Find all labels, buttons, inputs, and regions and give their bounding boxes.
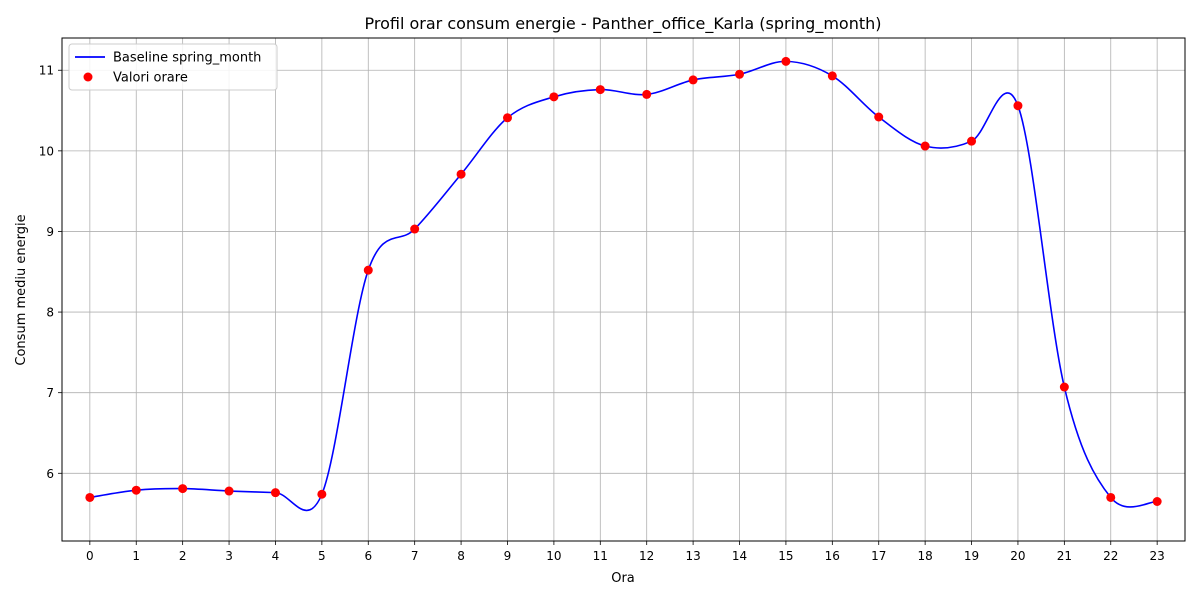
x-axis-label: Ora bbox=[611, 571, 635, 586]
x-tick-label: 1 bbox=[132, 549, 140, 563]
y-tick-label: 9 bbox=[46, 225, 54, 239]
y-tick-label: 6 bbox=[46, 467, 54, 481]
legend-label-hourly: Valori orare bbox=[113, 71, 188, 86]
x-tick-label: 10 bbox=[546, 549, 561, 563]
hourly-data-point bbox=[642, 89, 652, 99]
x-tick-label: 6 bbox=[364, 549, 372, 563]
y-tick-label: 8 bbox=[46, 306, 54, 320]
x-tick-label: 14 bbox=[732, 549, 747, 563]
hourly-data-point bbox=[688, 75, 698, 85]
hourly-data-point bbox=[920, 141, 930, 151]
hourly-data-point bbox=[1152, 497, 1162, 507]
hourly-data-point bbox=[317, 489, 327, 499]
x-tick-label: 7 bbox=[411, 549, 419, 563]
x-tick-label: 11 bbox=[593, 549, 608, 563]
x-tick-label: 17 bbox=[871, 549, 886, 563]
x-tick-label: 15 bbox=[778, 549, 793, 563]
hourly-data-point bbox=[131, 485, 141, 495]
hourly-data-point bbox=[363, 265, 373, 275]
x-tick-label: 16 bbox=[825, 549, 840, 563]
chart-title: Profil orar consum energie - Panther_off… bbox=[365, 14, 882, 34]
y-tick-label: 11 bbox=[39, 64, 54, 78]
tick-layer: 0 1 2 3 4 5 6 7 8 9 10 11 12 13 14 15 16 17 18 19 20 21 22 2367… bbox=[39, 64, 1165, 563]
x-tick-label: 12 bbox=[639, 549, 654, 563]
hourly-data-point bbox=[967, 136, 977, 146]
hourly-data-point bbox=[874, 112, 884, 122]
plot-frame bbox=[61, 37, 1186, 542]
hourly-data-point bbox=[85, 492, 95, 502]
hourly-data-point bbox=[456, 169, 466, 179]
x-tick-label: 4 bbox=[272, 549, 280, 563]
x-tick-label: 23 bbox=[1150, 549, 1165, 563]
hourly-data-point bbox=[224, 486, 234, 496]
x-tick-label: 22 bbox=[1103, 549, 1118, 563]
hourly-data-point bbox=[549, 92, 559, 102]
hourly-data-point bbox=[595, 85, 605, 95]
hourly-data-point bbox=[735, 69, 745, 79]
y-axis-label: Consum mediu energie bbox=[14, 214, 29, 365]
hourly-data-point bbox=[1059, 382, 1069, 392]
x-tick-label: 21 bbox=[1057, 549, 1072, 563]
hourly-data-point bbox=[1013, 101, 1023, 111]
hourly-data-point bbox=[410, 224, 420, 234]
x-tick-label: 0 bbox=[86, 549, 94, 563]
x-tick-label: 18 bbox=[917, 549, 932, 563]
x-tick-label: 8 bbox=[457, 549, 465, 563]
x-tick-label: 19 bbox=[964, 549, 979, 563]
legend: Baseline spring_month Valori orare bbox=[68, 43, 278, 91]
x-tick-label: 9 bbox=[504, 549, 512, 563]
x-tick-label: 2 bbox=[179, 549, 187, 563]
grid-layer bbox=[62, 38, 1185, 541]
x-tick-label: 20 bbox=[1010, 549, 1025, 563]
x-tick-label: 3 bbox=[225, 549, 233, 563]
x-tick-label: 13 bbox=[685, 549, 700, 563]
x-tick-label: 5 bbox=[318, 549, 326, 563]
y-tick-label: 7 bbox=[46, 386, 54, 400]
series-layer bbox=[85, 56, 1162, 512]
legend-label-baseline: Baseline spring_month bbox=[113, 51, 261, 66]
hourly-data-point bbox=[502, 113, 512, 123]
hourly-data-point bbox=[1106, 492, 1116, 502]
y-tick-label: 10 bbox=[39, 144, 54, 158]
hourly-data-point bbox=[270, 488, 280, 498]
legend-dot-swatch bbox=[83, 72, 93, 82]
legend-box bbox=[68, 43, 278, 91]
hourly-data-point bbox=[781, 56, 791, 66]
hourly-data-point bbox=[827, 71, 837, 81]
hourly-data-point bbox=[178, 484, 188, 494]
